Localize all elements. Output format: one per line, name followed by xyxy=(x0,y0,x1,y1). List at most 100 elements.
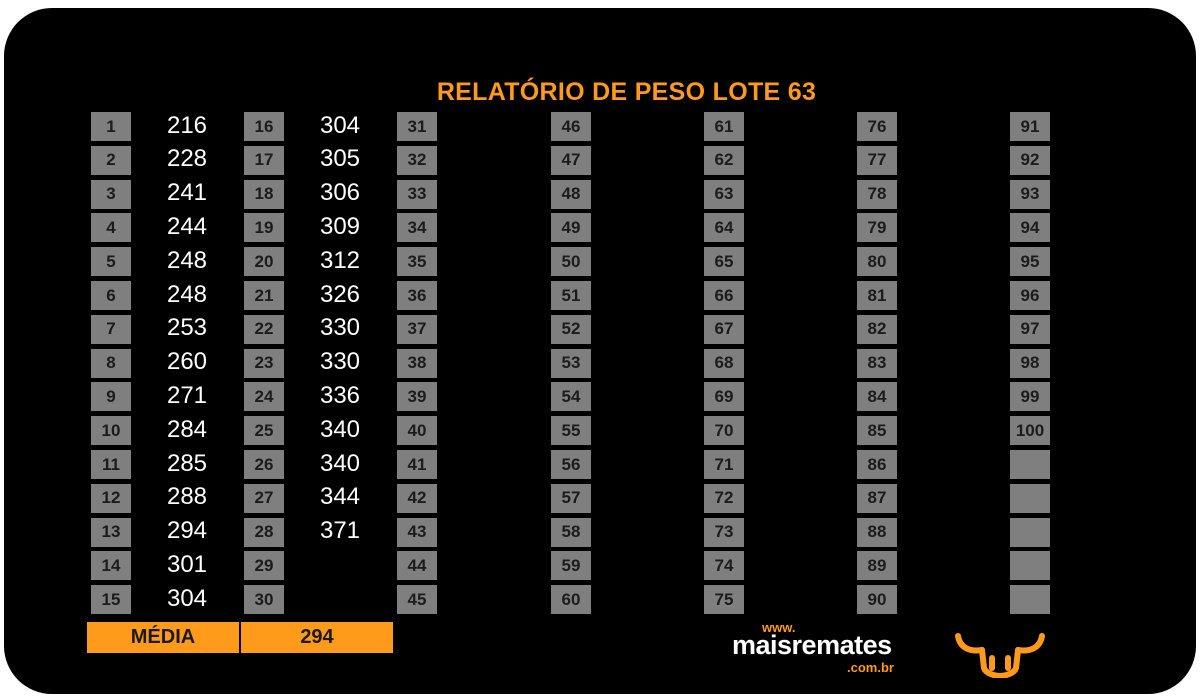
lot-number-cell: 86 xyxy=(857,450,897,479)
bull-head-icon xyxy=(955,633,1045,678)
lot-number-cell: 14 xyxy=(91,551,131,581)
lot-number-cell: 16 xyxy=(244,112,284,141)
weight-value: 244 xyxy=(166,212,208,240)
lot-number-cell: 38 xyxy=(397,348,437,378)
lot-number-cell: 28 xyxy=(244,517,284,547)
lot-number-cell: 60 xyxy=(551,585,591,615)
lot-number-cell: 90 xyxy=(857,585,897,615)
logo-suffix: .com.br xyxy=(847,660,894,675)
weight-value: 294 xyxy=(166,517,208,545)
weight-value: 336 xyxy=(319,381,361,409)
lot-number-cell: 96 xyxy=(1010,281,1050,310)
lot-number-cell: 29 xyxy=(244,551,284,581)
lot-number-cell: 39 xyxy=(397,382,437,412)
logo-prefix: www. xyxy=(762,620,796,635)
lot-number-cell: 23 xyxy=(244,348,284,378)
weight-value: 304 xyxy=(166,584,208,612)
lot-number-cell: 88 xyxy=(857,517,897,547)
weight-value: 304 xyxy=(319,111,361,139)
lot-number-cell: 43 xyxy=(397,517,437,547)
empty-lot-cell xyxy=(1010,483,1050,513)
lot-number-cell: 65 xyxy=(704,247,744,277)
lot-number-cell: 53 xyxy=(551,348,591,378)
lot-number-cell: 55 xyxy=(551,416,591,446)
lot-number-cell: 22 xyxy=(244,314,284,344)
weight-value: 285 xyxy=(166,449,208,477)
lot-number-cell: 21 xyxy=(244,281,284,310)
weight-value: 330 xyxy=(319,348,361,376)
lot-number-cell: 61 xyxy=(704,112,744,141)
lot-number-cell: 1 xyxy=(91,112,131,141)
lot-number-cell: 26 xyxy=(244,450,284,479)
weight-value: 305 xyxy=(319,145,361,173)
empty-lot-cell xyxy=(1010,450,1050,479)
lot-number-cell: 79 xyxy=(857,213,897,243)
lot-number-cell: 64 xyxy=(704,213,744,243)
lot-number-cell: 51 xyxy=(551,281,591,310)
lot-number-cell: 27 xyxy=(244,483,284,513)
logo-name: maisremates xyxy=(732,630,892,660)
lot-number-cell: 92 xyxy=(1010,145,1050,175)
lot-number-cell: 13 xyxy=(91,517,131,547)
weight-value: 340 xyxy=(319,415,361,443)
lot-number-cell: 56 xyxy=(551,450,591,479)
weight-value: 288 xyxy=(166,483,208,511)
lot-number-cell: 49 xyxy=(551,213,591,243)
lot-number-cell: 70 xyxy=(704,416,744,446)
empty-lot-cell xyxy=(1010,585,1050,615)
lot-number-cell: 76 xyxy=(857,112,897,141)
weight-value: 344 xyxy=(319,483,361,511)
lot-number-cell: 84 xyxy=(857,382,897,412)
lot-number-cell: 46 xyxy=(551,112,591,141)
weight-value: 284 xyxy=(166,415,208,443)
lot-number-cell: 18 xyxy=(244,179,284,209)
weight-value: 253 xyxy=(166,314,208,342)
lot-number-cell: 80 xyxy=(857,247,897,277)
lot-number-cell: 74 xyxy=(704,551,744,581)
lot-number-cell: 24 xyxy=(244,382,284,412)
lot-number-cell: 40 xyxy=(397,416,437,446)
empty-lot-cell xyxy=(1010,551,1050,581)
lot-number-cell: 81 xyxy=(857,281,897,310)
lot-number-cell: 15 xyxy=(91,585,131,615)
lot-number-cell: 98 xyxy=(1010,348,1050,378)
lot-number-cell: 2 xyxy=(91,145,131,175)
weight-value: 241 xyxy=(166,179,208,207)
lot-number-cell: 77 xyxy=(857,145,897,175)
lot-number-cell: 89 xyxy=(857,551,897,581)
lot-number-cell: 91 xyxy=(1010,112,1050,141)
lot-number-cell: 34 xyxy=(397,213,437,243)
lot-number-cell: 45 xyxy=(397,585,437,615)
lot-number-cell: 97 xyxy=(1010,314,1050,344)
weight-value: 309 xyxy=(319,212,361,240)
lot-number-cell: 62 xyxy=(704,145,744,175)
lot-number-cell: 30 xyxy=(244,585,284,615)
lot-number-cell: 41 xyxy=(397,450,437,479)
lot-number-cell: 7 xyxy=(91,314,131,344)
lot-number-cell: 42 xyxy=(397,483,437,513)
lot-number-cell: 93 xyxy=(1010,179,1050,209)
weight-value: 326 xyxy=(319,280,361,308)
weight-value: 306 xyxy=(319,179,361,207)
lot-number-cell: 25 xyxy=(244,416,284,446)
weight-value: 312 xyxy=(319,246,361,274)
lot-number-cell: 44 xyxy=(397,551,437,581)
lot-number-cell: 59 xyxy=(551,551,591,581)
average-value: 294 xyxy=(241,622,393,653)
weight-value: 301 xyxy=(166,550,208,578)
lot-number-cell: 12 xyxy=(91,483,131,513)
lot-number-cell: 10 xyxy=(91,416,131,446)
lot-number-cell: 95 xyxy=(1010,247,1050,277)
lot-number-cell: 52 xyxy=(551,314,591,344)
lot-number-cell: 87 xyxy=(857,483,897,513)
lot-number-cell: 33 xyxy=(397,179,437,209)
weight-report-panel: RELATÓRIO DE PESO LOTE 63 1 2 3 4 5 6 7 8 9 10 11 1… xyxy=(4,8,1196,694)
lot-number-cell: 11 xyxy=(91,450,131,479)
lot-number-cell: 9 xyxy=(91,382,131,412)
lot-number-cell: 48 xyxy=(551,179,591,209)
lot-number-cell: 35 xyxy=(397,247,437,277)
lot-number-cell: 37 xyxy=(397,314,437,344)
lot-number-cell: 58 xyxy=(551,517,591,547)
lot-number-cell: 54 xyxy=(551,382,591,412)
weight-value: 228 xyxy=(166,145,208,173)
